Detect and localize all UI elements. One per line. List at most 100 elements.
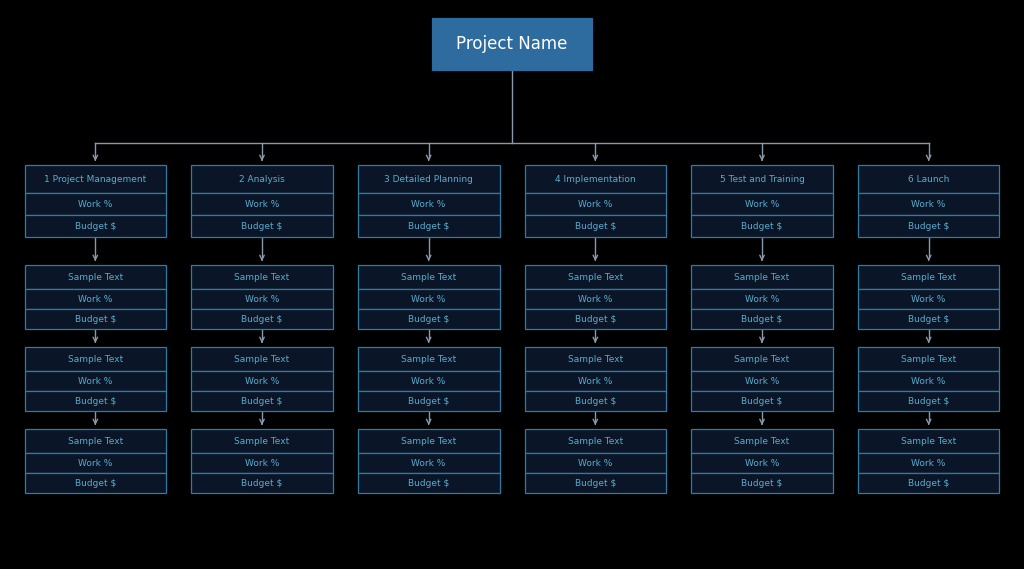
Bar <box>858 309 999 329</box>
Bar <box>524 391 667 411</box>
Text: Work %: Work % <box>412 200 445 208</box>
Bar <box>858 193 999 215</box>
Text: Budget $: Budget $ <box>741 479 782 488</box>
Bar <box>191 473 333 493</box>
Text: 1 Project Management: 1 Project Management <box>44 175 146 183</box>
Text: Budget $: Budget $ <box>75 221 116 230</box>
Bar <box>524 453 667 473</box>
Bar <box>691 453 833 473</box>
Text: Budget $: Budget $ <box>242 479 283 488</box>
Text: Work %: Work % <box>412 295 445 303</box>
Bar <box>357 165 500 193</box>
Text: 4 Implementation: 4 Implementation <box>555 175 636 183</box>
Bar <box>524 473 667 493</box>
Bar <box>524 165 667 193</box>
Text: Budget $: Budget $ <box>574 221 616 230</box>
Bar <box>524 265 667 289</box>
Text: Budget $: Budget $ <box>408 397 450 406</box>
Text: Budget $: Budget $ <box>908 397 949 406</box>
Text: Sample Text: Sample Text <box>68 436 123 446</box>
Text: Work %: Work % <box>78 295 113 303</box>
Text: Work %: Work % <box>744 459 779 468</box>
Text: Budget $: Budget $ <box>741 315 782 324</box>
Bar <box>691 165 833 193</box>
Bar <box>191 429 333 453</box>
Text: Sample Text: Sample Text <box>734 436 790 446</box>
Text: Work %: Work % <box>744 200 779 208</box>
Text: 5 Test and Training: 5 Test and Training <box>720 175 805 183</box>
Text: 6 Launch: 6 Launch <box>908 175 949 183</box>
Text: Budget $: Budget $ <box>574 479 616 488</box>
Text: Sample Text: Sample Text <box>234 436 290 446</box>
Text: Budget $: Budget $ <box>75 315 116 324</box>
Text: Sample Text: Sample Text <box>901 273 956 282</box>
Bar <box>691 265 833 289</box>
Text: Budget $: Budget $ <box>242 221 283 230</box>
Bar <box>191 215 333 237</box>
Bar <box>858 371 999 391</box>
Bar <box>25 165 166 193</box>
Bar <box>691 391 833 411</box>
Text: Budget $: Budget $ <box>242 397 283 406</box>
Bar <box>25 453 166 473</box>
Text: Sample Text: Sample Text <box>401 354 457 364</box>
Bar <box>357 309 500 329</box>
Bar <box>691 289 833 309</box>
Text: Sample Text: Sample Text <box>901 354 956 364</box>
Text: Budget $: Budget $ <box>908 221 949 230</box>
Text: Budget $: Budget $ <box>408 315 450 324</box>
Text: 2 Analysis: 2 Analysis <box>240 175 285 183</box>
Text: Budget $: Budget $ <box>75 397 116 406</box>
Text: Sample Text: Sample Text <box>901 436 956 446</box>
Bar <box>691 347 833 371</box>
Text: Sample Text: Sample Text <box>734 273 790 282</box>
Text: Work %: Work % <box>911 377 946 386</box>
Bar <box>524 215 667 237</box>
Bar <box>25 347 166 371</box>
Text: Work %: Work % <box>579 295 612 303</box>
Bar <box>25 473 166 493</box>
Text: Work %: Work % <box>245 200 280 208</box>
Bar <box>357 215 500 237</box>
Text: Sample Text: Sample Text <box>734 354 790 364</box>
Bar <box>25 391 166 411</box>
Text: Project Name: Project Name <box>457 35 567 53</box>
Text: Budget $: Budget $ <box>408 479 450 488</box>
Text: Work %: Work % <box>579 459 612 468</box>
Text: 3 Detailed Planning: 3 Detailed Planning <box>384 175 473 183</box>
Text: Sample Text: Sample Text <box>234 273 290 282</box>
Text: Work %: Work % <box>911 200 946 208</box>
Bar <box>858 429 999 453</box>
Text: Budget $: Budget $ <box>574 315 616 324</box>
Text: Work %: Work % <box>911 295 946 303</box>
Bar <box>25 429 166 453</box>
Bar <box>357 429 500 453</box>
Bar <box>858 215 999 237</box>
Bar <box>858 347 999 371</box>
Bar <box>357 371 500 391</box>
Bar <box>25 215 166 237</box>
Bar <box>357 193 500 215</box>
Text: Budget $: Budget $ <box>75 479 116 488</box>
Text: Sample Text: Sample Text <box>401 273 457 282</box>
Text: Work %: Work % <box>78 200 113 208</box>
Bar <box>858 473 999 493</box>
Bar <box>858 265 999 289</box>
Text: Sample Text: Sample Text <box>68 354 123 364</box>
Text: Work %: Work % <box>245 377 280 386</box>
Bar <box>191 347 333 371</box>
Text: Sample Text: Sample Text <box>567 436 623 446</box>
Text: Sample Text: Sample Text <box>68 273 123 282</box>
Bar <box>524 429 667 453</box>
Text: Budget $: Budget $ <box>741 397 782 406</box>
Bar <box>25 265 166 289</box>
Text: Work %: Work % <box>78 459 113 468</box>
Text: Budget $: Budget $ <box>242 315 283 324</box>
Bar <box>357 265 500 289</box>
Bar <box>691 309 833 329</box>
Bar <box>858 165 999 193</box>
Bar <box>191 265 333 289</box>
Bar <box>191 453 333 473</box>
Bar <box>191 193 333 215</box>
Text: Work %: Work % <box>744 377 779 386</box>
